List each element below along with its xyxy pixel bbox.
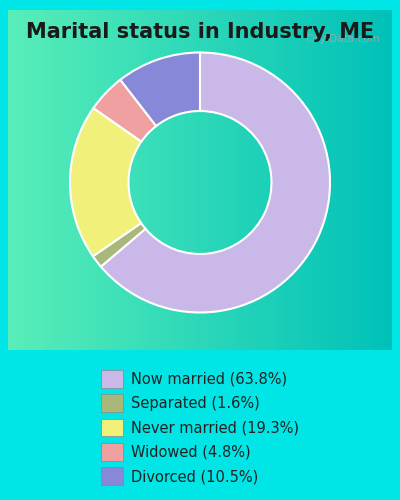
Wedge shape <box>120 52 200 126</box>
Wedge shape <box>93 223 146 266</box>
Text: Marital status in Industry, ME: Marital status in Industry, ME <box>26 22 374 42</box>
Wedge shape <box>101 52 330 312</box>
Legend: Now married (63.8%), Separated (1.6%), Never married (19.3%), Widowed (4.8%), Di: Now married (63.8%), Separated (1.6%), N… <box>101 370 299 485</box>
Wedge shape <box>94 80 156 142</box>
Text: City-Data.com: City-Data.com <box>306 34 380 44</box>
Wedge shape <box>70 108 141 256</box>
